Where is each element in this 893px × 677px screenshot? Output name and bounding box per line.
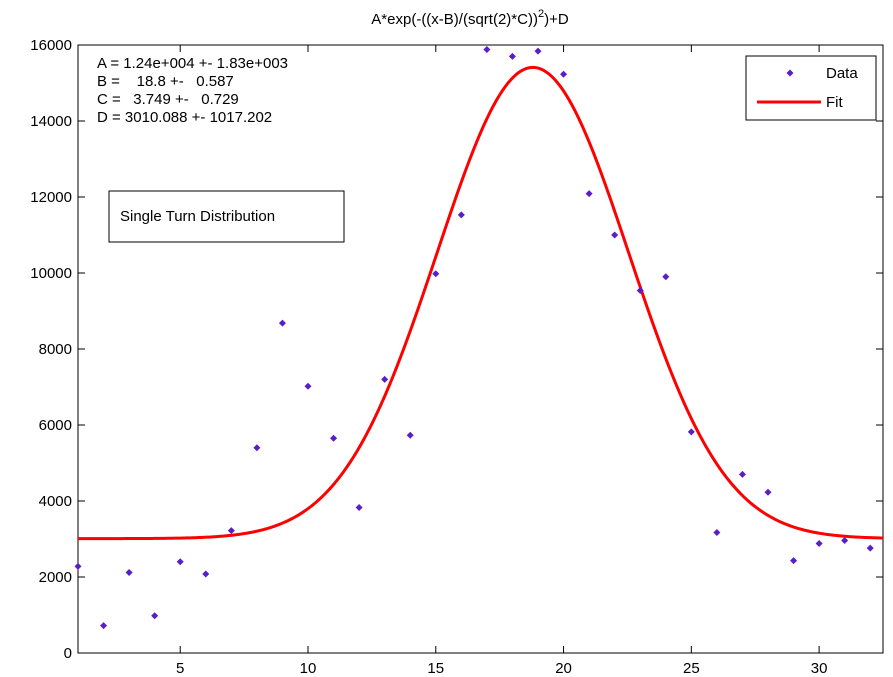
plot-area <box>77 44 884 654</box>
data-point <box>457 211 465 219</box>
chart-title: A*exp(-((x-B)/(sqrt(2)*C))2)+D <box>371 8 569 28</box>
fit-line <box>78 65 884 541</box>
data-point <box>483 46 491 54</box>
data-point <box>866 544 874 552</box>
data-point <box>738 470 746 478</box>
data-point <box>330 434 338 442</box>
data-point <box>304 382 312 390</box>
data-point <box>278 319 286 327</box>
data-point <box>508 52 516 60</box>
legend-frame <box>745 55 877 121</box>
y-tick-label: 8000 <box>39 341 72 358</box>
x-tick-label: 20 <box>555 660 572 677</box>
x-tick-label: 15 <box>427 660 444 677</box>
y-tick-label: 4000 <box>39 493 72 510</box>
data-point <box>687 428 695 436</box>
y-tick-label: 0 <box>64 645 72 662</box>
data-point <box>227 527 235 535</box>
legend-data-marker <box>786 69 794 77</box>
axes: 5 10 15 20 25 30 0 2000 4000 6000 8000 10000 12000 14… <box>30 37 883 677</box>
legend-data-label: Data <box>826 65 858 82</box>
fit-parameters: A = 1.24e+004 +- 1.83e+003 B = 18.8 +- 0… <box>97 55 288 126</box>
y-tick-label: 10000 <box>30 265 72 282</box>
y-tick-label: 2000 <box>39 569 72 586</box>
data-point <box>534 47 542 55</box>
annotation-box: Single Turn Distribution <box>108 190 345 243</box>
data-point <box>713 529 721 537</box>
param-c-text: C = 3.749 +- 0.729 <box>97 91 239 108</box>
data-point <box>381 375 389 383</box>
param-d-text: D = 3010.088 +- 1017.202 <box>97 109 272 126</box>
data-point <box>560 70 568 78</box>
points-layer <box>74 46 874 630</box>
fit-layer <box>78 65 884 541</box>
data-point <box>636 286 644 294</box>
title-main: A*exp(-((x-B)/(sqrt(2)*C)) <box>371 11 538 28</box>
data-point <box>611 231 619 239</box>
param-b-text: B = 18.8 +- 0.587 <box>97 73 234 90</box>
data-point <box>406 431 414 439</box>
x-tick-label: 10 <box>300 660 317 677</box>
y-tick-label: 6000 <box>39 417 72 434</box>
annotation-box-text: Single Turn Distribution <box>120 208 275 225</box>
data-point <box>176 558 184 566</box>
legend-fit-label: Fit <box>826 94 843 111</box>
y-tick-label: 16000 <box>30 37 72 54</box>
data-point <box>74 562 82 570</box>
data-point <box>432 270 440 278</box>
x-tick-label: 5 <box>176 660 184 677</box>
data-point <box>585 190 593 198</box>
title-superscript: 2 <box>538 8 544 20</box>
data-point <box>764 488 772 496</box>
data-point <box>790 557 798 565</box>
legend: Data Fit <box>745 55 877 121</box>
y-tick-label: 12000 <box>30 189 72 206</box>
data-point <box>253 444 261 452</box>
data-point <box>100 622 108 630</box>
data-point <box>355 503 363 511</box>
data-point <box>815 540 823 548</box>
data-point <box>151 612 159 620</box>
annotation-box-frame <box>108 190 345 243</box>
data-point <box>202 570 210 578</box>
x-tick-label: 25 <box>683 660 700 677</box>
data-point <box>841 537 849 545</box>
data-point <box>662 273 670 281</box>
y-tick-label: 14000 <box>30 113 72 130</box>
param-a-text: A = 1.24e+004 +- 1.83e+003 <box>97 55 288 72</box>
x-tick-label: 30 <box>811 660 828 677</box>
title-tail: )+D <box>544 11 569 28</box>
data-point <box>125 568 133 576</box>
